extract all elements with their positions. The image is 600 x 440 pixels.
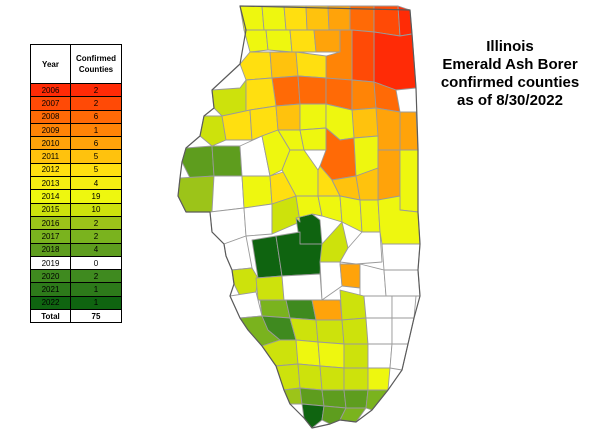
county — [297, 363, 323, 391]
legend-row: 2007 2 — [30, 96, 122, 111]
county — [351, 29, 375, 83]
county — [289, 29, 317, 53]
legend-body: 2006 2 2007 2 2008 6 2009 1 2010 6 2011 5 2012 5 2013 4… — [30, 82, 122, 324]
county — [373, 31, 417, 91]
county — [343, 367, 369, 391]
legend-row: 2021 1 — [30, 282, 122, 297]
county — [275, 103, 301, 131]
county — [299, 387, 325, 407]
county — [299, 127, 327, 151]
county — [375, 107, 401, 151]
legend-row: 2022 1 — [30, 295, 122, 311]
legend-row: 2013 4 — [30, 176, 122, 191]
legend-row: 2011 5 — [30, 149, 122, 164]
title-line-2: Emerald Ash Borer — [442, 56, 578, 73]
county — [305, 5, 330, 31]
legend-row: 2020 2 — [30, 269, 122, 284]
county — [271, 75, 301, 107]
county — [381, 243, 421, 271]
county — [373, 5, 401, 37]
county — [295, 51, 327, 79]
county — [399, 149, 419, 213]
county — [359, 263, 387, 297]
title-line-4: as of 8/30/2022 — [457, 92, 563, 109]
county — [255, 275, 285, 301]
county — [311, 299, 343, 321]
county — [363, 295, 393, 319]
county — [343, 343, 369, 369]
legend-row: 2018 4 — [30, 242, 122, 257]
county — [281, 273, 323, 301]
county — [239, 51, 273, 81]
county — [299, 103, 327, 131]
county — [297, 75, 327, 105]
legend-row: 2008 6 — [30, 109, 122, 124]
county — [321, 389, 347, 409]
county — [367, 343, 393, 369]
legend-header-count: Confirmed Counties — [70, 44, 122, 84]
legend-row: 2019 0 — [30, 255, 122, 271]
legend-row: 2017 2 — [30, 229, 122, 244]
county — [313, 29, 341, 53]
county — [211, 145, 243, 177]
county — [211, 175, 245, 213]
county — [243, 203, 273, 237]
county — [259, 299, 291, 319]
state-outline — [177, 5, 421, 429]
county — [199, 115, 227, 147]
county — [243, 29, 269, 53]
county — [317, 341, 345, 369]
county — [341, 317, 369, 345]
county — [319, 365, 345, 391]
county — [399, 111, 419, 151]
legend-total-label: Total — [30, 309, 71, 324]
county — [349, 5, 375, 33]
county — [367, 367, 391, 391]
county — [241, 175, 273, 209]
county — [229, 291, 263, 319]
county — [343, 389, 369, 409]
county — [261, 5, 287, 31]
title-line-1: Illinois — [486, 38, 534, 55]
legend-row: 2015 10 — [30, 202, 122, 217]
legend-row: 2014 19 — [30, 189, 122, 204]
county — [181, 145, 215, 179]
county — [283, 5, 308, 31]
county — [383, 269, 421, 297]
county — [339, 263, 361, 289]
county — [315, 319, 345, 345]
county — [351, 79, 377, 111]
county — [301, 403, 325, 429]
county — [231, 267, 259, 297]
legend-table: Year Confirmed Counties 2006 2 2007 2 2008 6 2… — [30, 44, 122, 324]
county — [391, 295, 417, 319]
title-line-3: confirmed counties — [440, 74, 580, 91]
legend-row: 2016 2 — [30, 215, 122, 231]
county — [365, 389, 389, 411]
county — [319, 261, 343, 301]
legend-header-year: Year — [30, 44, 71, 84]
legend-row: 2009 1 — [30, 122, 122, 138]
county — [377, 149, 401, 201]
legend-total-value: 75 — [70, 309, 122, 324]
county — [327, 5, 351, 31]
legend-count: 2 — [70, 269, 122, 284]
county — [269, 51, 299, 79]
legend-row: 2010 6 — [30, 136, 122, 151]
county — [359, 199, 381, 233]
legend-total-row: Total 75 — [30, 309, 122, 324]
county — [265, 29, 293, 53]
county — [351, 107, 379, 139]
county — [317, 195, 343, 223]
county — [285, 299, 317, 321]
county — [365, 317, 393, 345]
map-title: Illinois Emerald Ash Borer confirmed cou… — [425, 38, 595, 110]
county — [295, 339, 321, 367]
